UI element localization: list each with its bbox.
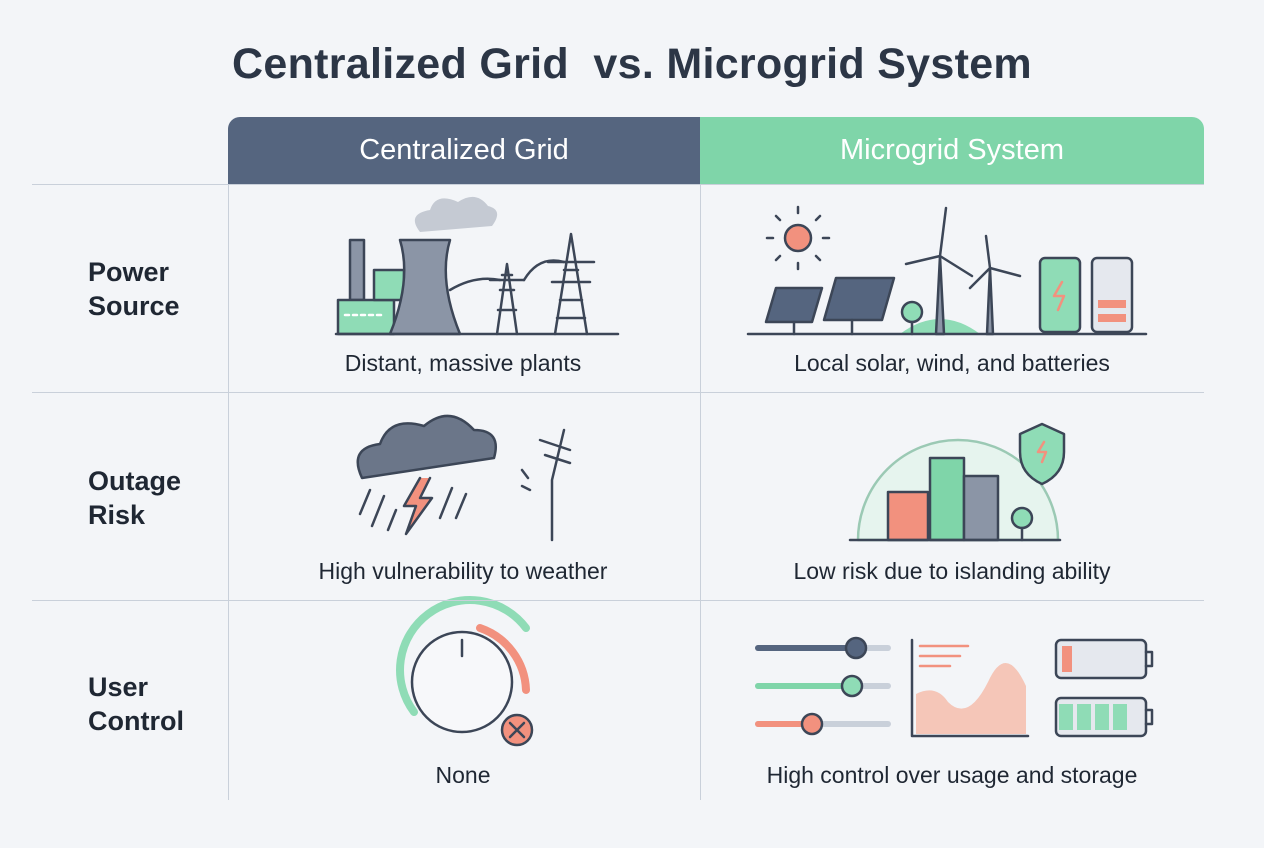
microgrid-city-icon-part bbox=[886, 490, 930, 542]
cell-text: None bbox=[435, 762, 491, 788]
cell-text: High vulnerability to weather bbox=[318, 558, 608, 584]
power-plant-icon-part bbox=[372, 268, 406, 302]
cell-text: Distant, massive plants bbox=[344, 350, 582, 376]
renewables-icon-part bbox=[783, 223, 813, 253]
controls-icon-part bbox=[1059, 704, 1127, 730]
controls-icon-part bbox=[910, 638, 1030, 738]
power-plant-icon bbox=[334, 196, 620, 336]
power-plant-icon-part bbox=[488, 262, 526, 336]
renewables-icon-part bbox=[1052, 280, 1066, 312]
cell-text: Local solar, wind, and batteries bbox=[794, 350, 1110, 376]
controls-icon-part bbox=[800, 712, 824, 736]
renewables-icon bbox=[746, 205, 1148, 336]
controls-icon-part bbox=[840, 674, 864, 698]
dial-icon-part bbox=[410, 630, 514, 734]
renewables-icon-part bbox=[934, 254, 946, 336]
renewables-icon-part bbox=[764, 286, 824, 324]
dial-icon bbox=[396, 596, 534, 747]
column-header: Centralized Grid bbox=[228, 117, 700, 184]
dial-icon-part bbox=[476, 624, 530, 694]
controls-icon-part bbox=[918, 644, 970, 668]
renewables-icon-part bbox=[1098, 300, 1126, 308]
cell-text: High control over usage and storage bbox=[766, 762, 1138, 788]
storm-icon-part bbox=[402, 476, 434, 536]
renewables-icon-part bbox=[1098, 314, 1126, 322]
dial-icon-part bbox=[508, 721, 526, 739]
row-divider bbox=[32, 392, 1204, 393]
dial-icon-part bbox=[396, 596, 530, 716]
renewables-icon-part bbox=[904, 206, 974, 278]
microgrid-city-icon-part bbox=[962, 474, 1000, 542]
renewables-icon-part bbox=[822, 276, 896, 322]
column-header: Microgrid System bbox=[700, 117, 1204, 184]
microgrid-city-icon-part bbox=[1036, 440, 1048, 464]
storm-icon-part bbox=[520, 428, 572, 542]
controls-icon-part bbox=[844, 636, 868, 660]
power-plant-icon-part bbox=[448, 259, 566, 292]
renewables-icon-part bbox=[765, 205, 831, 271]
renewables-icon-part bbox=[900, 300, 924, 324]
controls-icon-part bbox=[1054, 638, 1148, 680]
renewables-icon-part bbox=[968, 234, 1022, 290]
column-divider bbox=[700, 184, 701, 800]
microgrid-city-icon-part bbox=[928, 456, 966, 542]
storm-icon-part bbox=[356, 414, 497, 480]
row-label: User Control bbox=[88, 672, 184, 736]
storm-icon-part bbox=[358, 486, 468, 532]
renewables-icon-part bbox=[1090, 256, 1134, 334]
column-divider bbox=[228, 184, 229, 800]
controls-icon-part bbox=[1144, 708, 1154, 726]
power-plant-icon-part bbox=[546, 232, 596, 336]
row-divider bbox=[32, 600, 1204, 601]
row-divider bbox=[32, 184, 1204, 185]
controls-icon bbox=[755, 636, 1154, 738]
storm-icon bbox=[356, 414, 572, 542]
power-plant-icon-part bbox=[414, 196, 498, 232]
power-plant-icon-part bbox=[336, 298, 396, 336]
power-plant-icon-part bbox=[348, 238, 366, 302]
microgrid-city-icon-part bbox=[1010, 506, 1034, 530]
microgrid-city-icon bbox=[848, 422, 1066, 542]
row-label: Power Source bbox=[88, 257, 180, 321]
microgrid-city-icon-part bbox=[1018, 422, 1066, 486]
cell-text: Low risk due to islanding ability bbox=[793, 558, 1111, 584]
row-label: Outage Risk bbox=[88, 466, 182, 530]
controls-icon-part bbox=[1144, 650, 1154, 668]
renewables-icon-part bbox=[985, 266, 995, 336]
controls-icon-part bbox=[1062, 646, 1072, 672]
title: Centralized Grid vs. Microgrid System bbox=[232, 40, 1032, 88]
controls-icon-part bbox=[916, 662, 1026, 734]
